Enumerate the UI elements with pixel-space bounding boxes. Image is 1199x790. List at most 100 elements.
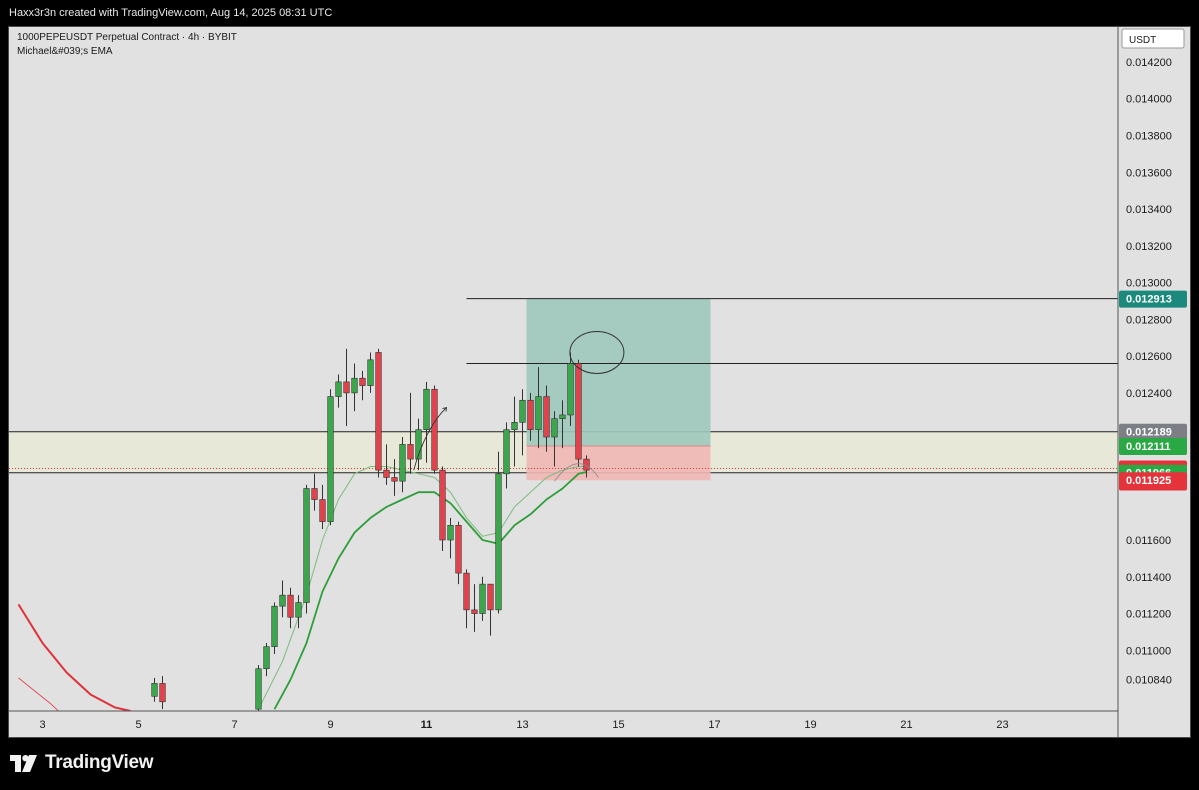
x-tick-label: 9 xyxy=(327,719,333,731)
y-tick-label: 0.011400 xyxy=(1126,572,1171,584)
y-tick-label: 0.014000 xyxy=(1126,94,1172,106)
candle-down[interactable] xyxy=(287,594,294,618)
candle-up[interactable] xyxy=(559,414,566,419)
price-label: 0.012111 xyxy=(1126,441,1171,453)
candle-down[interactable] xyxy=(375,352,382,471)
chart-frame[interactable]: 1000PEPEUSDT Perpetual Contract · 4h · B… xyxy=(8,26,1191,738)
price-label: 0.012913 xyxy=(1126,294,1172,306)
legend-indicator: Michael&#039;s EMA xyxy=(17,46,113,57)
ema-red-line xyxy=(17,603,131,712)
x-tick-label: 7 xyxy=(231,719,237,731)
candle-up[interactable] xyxy=(151,683,158,697)
price-label: 0.012189 xyxy=(1126,427,1172,439)
candle-down[interactable] xyxy=(311,488,318,500)
candle-up[interactable] xyxy=(271,605,278,647)
candle-down[interactable] xyxy=(319,499,326,522)
y-tick-label: 0.013000 xyxy=(1126,278,1172,290)
y-tick-label: 0.013800 xyxy=(1126,130,1172,142)
drawn-arrow-up-head xyxy=(442,407,448,412)
attribution-text: Haxx3r3n created with TradingView.com, A… xyxy=(9,7,333,19)
y-tick-label: 0.014200 xyxy=(1126,57,1172,69)
y-tick-label: 0.011200 xyxy=(1126,609,1171,621)
y-tick-label: 0.012400 xyxy=(1126,388,1172,400)
candle-up[interactable] xyxy=(519,399,526,423)
candle-down[interactable] xyxy=(527,399,534,430)
candle-down[interactable] xyxy=(439,469,446,541)
ema-red-thin-line xyxy=(18,677,59,712)
drawn-curve xyxy=(554,463,599,482)
candle-down[interactable] xyxy=(391,477,398,482)
candle-down[interactable] xyxy=(431,388,438,471)
x-tick-label: 13 xyxy=(516,719,528,731)
candle-up[interactable] xyxy=(535,396,542,430)
y-tick-label: 0.010840 xyxy=(1126,675,1172,687)
price-label-box xyxy=(1119,290,1187,308)
tradingview-logo[interactable]: TradingView xyxy=(10,752,154,774)
y-tick-label: 0.013400 xyxy=(1126,204,1172,216)
candle-up[interactable] xyxy=(255,668,262,710)
chart-canvas[interactable]: 1000PEPEUSDT Perpetual Contract · 4h · B… xyxy=(9,27,1190,737)
x-tick-label: 19 xyxy=(804,719,816,731)
y-tick-label: 0.013200 xyxy=(1126,241,1172,253)
y-tick-label: 0.012800 xyxy=(1126,314,1172,326)
y-tick-label: 0.011000 xyxy=(1126,645,1171,657)
candle-up[interactable] xyxy=(495,473,502,611)
candle-up[interactable] xyxy=(479,583,486,614)
tradingview-logo-icon xyxy=(10,754,37,772)
y-tick-label: 0.013600 xyxy=(1126,167,1172,179)
candle-down[interactable] xyxy=(407,444,414,460)
candle-up[interactable] xyxy=(503,429,510,475)
candle-down[interactable] xyxy=(487,583,494,611)
y-axis-area[interactable] xyxy=(1118,27,1190,737)
candle-up[interactable] xyxy=(367,359,374,386)
candle-down[interactable] xyxy=(575,363,582,460)
candle-down[interactable] xyxy=(455,524,462,574)
candle-up[interactable] xyxy=(263,646,270,670)
x-tick-label: 23 xyxy=(996,719,1008,731)
candle-up[interactable] xyxy=(567,363,574,416)
legend-symbol: 1000PEPEUSDT Perpetual Contract · 4h · B… xyxy=(17,32,237,43)
x-tick-label: 17 xyxy=(708,719,720,731)
y-tick-label: 0.011600 xyxy=(1126,535,1171,547)
x-tick-label: 3 xyxy=(39,719,45,731)
candle-down[interactable] xyxy=(471,609,478,614)
candle-up[interactable] xyxy=(423,388,430,430)
drawn-arrow-up xyxy=(413,407,447,471)
candle-up[interactable] xyxy=(303,488,310,603)
x-tick-label: 21 xyxy=(900,719,912,731)
price-label-box xyxy=(1119,423,1187,441)
x-tick-label: 15 xyxy=(612,719,624,731)
drawn-circle xyxy=(569,330,625,374)
currency-box[interactable] xyxy=(1121,28,1185,49)
candle-up[interactable] xyxy=(399,444,406,482)
footer: TradingView xyxy=(0,740,1199,790)
price-label: 0.011925 xyxy=(1126,475,1171,487)
candle-up[interactable] xyxy=(447,524,454,541)
top-bar: Haxx3r3n created with TradingView.com, A… xyxy=(0,0,1199,26)
x-tick-label: 5 xyxy=(135,719,141,731)
ema-slow-line xyxy=(258,466,587,710)
candle-down[interactable] xyxy=(343,381,350,394)
candle-down[interactable] xyxy=(383,469,390,478)
x-axis-area[interactable] xyxy=(9,711,1118,737)
candle-up[interactable] xyxy=(295,602,302,618)
position-stop-zone[interactable] xyxy=(526,446,711,481)
candle-up[interactable] xyxy=(351,377,358,394)
candle-up[interactable] xyxy=(279,594,286,607)
ema-fast-line xyxy=(273,471,587,710)
tradingview-logo-text: TradingView xyxy=(45,752,154,773)
candle-up[interactable] xyxy=(551,418,558,438)
currency-label: USDT xyxy=(1129,35,1156,46)
price-label-box xyxy=(1119,472,1187,490)
candle-up[interactable] xyxy=(511,422,518,430)
candle-up[interactable] xyxy=(335,381,342,397)
candle-down[interactable] xyxy=(359,377,366,386)
candle-down[interactable] xyxy=(463,572,470,611)
x-tick-label: 11 xyxy=(421,719,433,731)
candle-up[interactable] xyxy=(415,429,422,460)
candle-up[interactable] xyxy=(327,396,334,522)
candle-down[interactable] xyxy=(159,683,166,703)
candle-down[interactable] xyxy=(543,396,550,438)
price-label-box xyxy=(1119,438,1187,456)
y-tick-label: 0.012600 xyxy=(1126,351,1172,363)
